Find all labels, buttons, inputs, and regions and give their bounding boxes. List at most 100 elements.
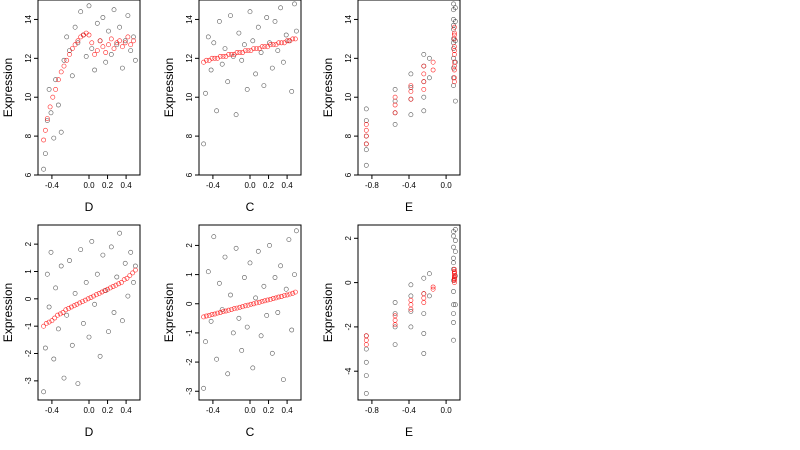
data-point [231,306,237,312]
data-point [280,377,286,382]
data-point [267,296,273,302]
data-point [43,127,48,133]
data-point [131,34,136,40]
x-axis-title: E [405,200,413,214]
data-point [278,263,283,269]
data-point [51,135,57,141]
data-point [41,166,46,172]
data-point [244,87,250,92]
data-point [114,42,120,48]
data-point [253,71,258,77]
data-point [451,48,457,53]
y-axis-title: Expression [162,283,176,342]
data-point [209,55,215,61]
data-point [108,244,114,250]
data-point [122,40,128,46]
data-point [223,308,229,314]
data-point [392,342,398,347]
data-point [44,118,50,123]
x-tick-label: 0.0 [83,406,95,415]
data-point [226,307,232,313]
data-point [48,249,54,255]
data-point [408,89,414,94]
data-point [212,55,218,61]
data-point [284,292,290,298]
data-point [72,42,78,48]
data-point [392,313,398,319]
data-point [203,339,208,345]
data-point [75,38,81,44]
data-point [452,18,458,24]
data-point [250,365,256,371]
data-point [100,44,106,50]
data-point [421,311,427,316]
data-point [46,87,52,92]
x-tick-label: 0.0 [441,181,453,190]
y-tick-label: 14 [344,14,353,23]
y-tick-label: -1 [185,329,194,337]
data-point [426,293,432,299]
data-point [100,252,106,258]
y-tick-label: 12 [24,53,33,62]
data-point [254,46,259,51]
data-point [44,116,50,121]
data-point [225,371,231,377]
data-point [421,52,427,57]
data-point [426,55,432,61]
data-point [283,32,289,38]
y-tick-label: 14 [185,14,194,23]
data-point [106,329,111,334]
data-point [275,48,281,53]
data-point [88,295,94,300]
data-point [270,42,276,48]
data-point [64,34,70,40]
y-tick-label: 1 [24,269,33,274]
data-point [117,38,122,44]
data-point [211,40,217,46]
data-point [222,254,228,260]
data-point [92,52,97,57]
data-point [125,293,131,299]
data-point [94,271,100,277]
data-point [77,300,83,306]
data-point [96,290,102,296]
data-point [222,46,228,51]
data-point [63,307,69,313]
data-point [363,390,369,396]
y-axis-title: Expression [1,58,15,117]
chart-panel-1: -0.4 0.0 0.2 0.4 6 8 10 12 14 D Expression [1,0,141,214]
data-point [208,318,214,324]
data-point [290,36,296,42]
data-point [392,110,398,116]
data-point [56,77,61,83]
x-tick-label: 0.2 [102,406,114,415]
data-point [106,28,111,34]
y-tick-label: 10 [24,92,33,101]
data-point [451,270,457,275]
data-point [132,57,138,63]
data-point [66,305,71,311]
data-point [292,289,298,295]
x-tick-label: 0.4 [121,406,133,415]
x-tick-label: 0.0 [244,181,256,190]
data-point [280,59,286,65]
data-point [265,297,270,303]
data-point [46,319,52,325]
data-point [127,273,133,278]
data-point [452,238,458,243]
data-point [201,314,206,320]
x-tick-label: -0.4 [402,181,416,190]
x-tick-label: -0.4 [402,406,416,415]
data-point [363,106,369,112]
data-point [279,40,284,46]
x-axis-title: C [246,200,255,214]
data-point [451,79,457,85]
data-point [215,310,220,316]
data-point [451,289,456,294]
data-point [272,275,278,280]
data-point [255,24,261,30]
data-point [421,108,427,114]
data-point [74,301,80,307]
data-point [363,141,369,147]
